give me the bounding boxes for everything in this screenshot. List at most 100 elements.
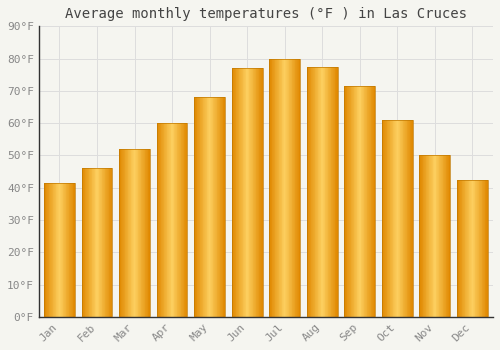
Bar <box>320 66 322 317</box>
Bar <box>353 86 354 317</box>
Bar <box>290 58 291 317</box>
Bar <box>166 123 168 317</box>
Bar <box>212 97 214 317</box>
Bar <box>88 168 90 317</box>
Bar <box>440 155 441 317</box>
Bar <box>287 58 288 317</box>
Bar <box>330 66 332 317</box>
Bar <box>57 183 58 317</box>
Bar <box>247 68 248 317</box>
Bar <box>438 155 440 317</box>
Bar <box>176 123 178 317</box>
Bar <box>350 86 352 317</box>
Bar <box>276 58 277 317</box>
Bar <box>394 120 395 317</box>
Bar <box>224 97 225 317</box>
Bar <box>444 155 445 317</box>
Bar <box>134 149 136 317</box>
Bar <box>481 180 482 317</box>
Bar <box>332 66 333 317</box>
Bar <box>175 123 176 317</box>
Bar <box>312 66 313 317</box>
Bar <box>60 183 61 317</box>
Bar <box>471 180 472 317</box>
Bar <box>71 183 72 317</box>
Bar <box>186 123 188 317</box>
Bar <box>313 66 314 317</box>
Bar <box>164 123 165 317</box>
Bar <box>482 180 483 317</box>
Bar <box>292 58 293 317</box>
Bar <box>127 149 128 317</box>
Bar <box>148 149 149 317</box>
Bar <box>337 66 338 317</box>
Bar <box>385 120 386 317</box>
Bar <box>129 149 130 317</box>
Bar <box>457 180 488 317</box>
Bar <box>373 86 374 317</box>
Bar <box>310 66 312 317</box>
Bar <box>204 97 205 317</box>
Bar <box>472 180 473 317</box>
Bar <box>445 155 446 317</box>
Bar <box>333 66 334 317</box>
Bar <box>408 120 409 317</box>
Bar <box>458 180 460 317</box>
Bar <box>409 120 410 317</box>
Bar <box>294 58 296 317</box>
Bar <box>273 58 274 317</box>
Bar <box>47 183 48 317</box>
Bar <box>241 68 242 317</box>
Bar <box>200 97 201 317</box>
Bar <box>329 66 330 317</box>
Bar <box>307 66 308 317</box>
Bar <box>278 58 280 317</box>
Bar <box>318 66 319 317</box>
Bar <box>283 58 284 317</box>
Bar <box>156 123 188 317</box>
Bar <box>487 180 488 317</box>
Bar <box>435 155 436 317</box>
Bar <box>468 180 469 317</box>
Bar <box>461 180 462 317</box>
Bar <box>372 86 373 317</box>
Bar <box>297 58 298 317</box>
Bar <box>398 120 399 317</box>
Bar <box>173 123 174 317</box>
Bar <box>123 149 124 317</box>
Bar <box>420 155 421 317</box>
Bar <box>254 68 255 317</box>
Bar <box>309 66 310 317</box>
Bar <box>242 68 244 317</box>
Bar <box>156 123 158 317</box>
Bar <box>160 123 162 317</box>
Bar <box>432 155 434 317</box>
Bar <box>205 97 206 317</box>
Bar <box>291 58 292 317</box>
Bar <box>139 149 140 317</box>
Bar <box>345 86 346 317</box>
Bar <box>366 86 368 317</box>
Bar <box>106 168 107 317</box>
Bar <box>147 149 148 317</box>
Bar <box>165 123 166 317</box>
Bar <box>344 86 345 317</box>
Bar <box>388 120 389 317</box>
Bar <box>86 168 87 317</box>
Bar <box>214 97 215 317</box>
Bar <box>362 86 363 317</box>
Bar <box>323 66 324 317</box>
Bar <box>462 180 463 317</box>
Bar <box>436 155 437 317</box>
Bar <box>221 97 222 317</box>
Bar <box>170 123 172 317</box>
Bar <box>74 183 75 317</box>
Bar <box>122 149 123 317</box>
Bar <box>182 123 183 317</box>
Bar <box>169 123 170 317</box>
Bar <box>44 183 45 317</box>
Bar <box>406 120 408 317</box>
Bar <box>370 86 372 317</box>
Bar <box>460 180 461 317</box>
Bar <box>476 180 477 317</box>
